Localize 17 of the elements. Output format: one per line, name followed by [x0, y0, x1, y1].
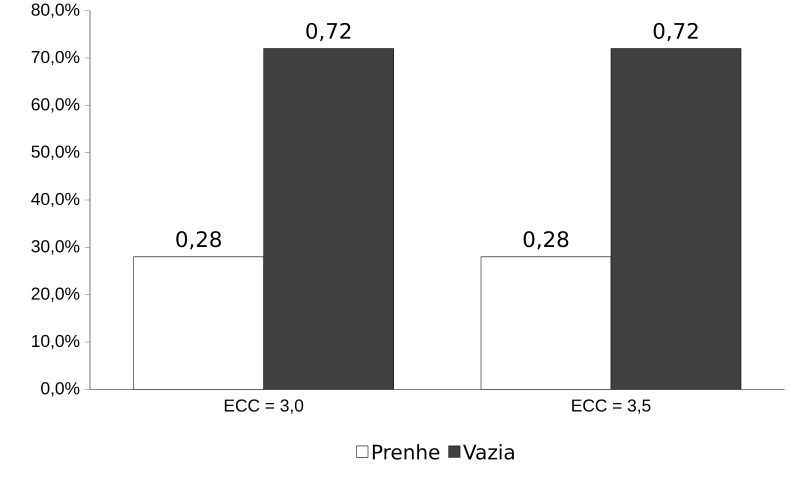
- x-tick-label: ECC = 3,5: [572, 399, 650, 414]
- y-tick-label: 50,0%: [32, 146, 80, 160]
- y-tick-label: 80,0%: [32, 4, 80, 18]
- y-tick-label: 30,0%: [31, 240, 80, 254]
- y-tick-label: 0,0%: [41, 382, 80, 396]
- data-label: 0,28: [176, 231, 221, 250]
- x-tick-label: ECC = 3,0: [224, 399, 304, 414]
- legend-label: Vazia: [463, 444, 514, 460]
- legend-label: Prenhe: [372, 444, 440, 460]
- y-tick-label: 10,0%: [32, 334, 80, 350]
- y-tick-label: 70,0%: [32, 50, 80, 66]
- data-label: 0,72: [306, 22, 350, 42]
- data-label: 0,72: [654, 22, 698, 42]
- y-tick-label: 60,0%: [32, 98, 80, 112]
- y-tick-label: 40,0%: [31, 192, 80, 208]
- data-label: 0,28: [524, 231, 568, 250]
- y-tick-label: 20,0%: [32, 288, 80, 302]
